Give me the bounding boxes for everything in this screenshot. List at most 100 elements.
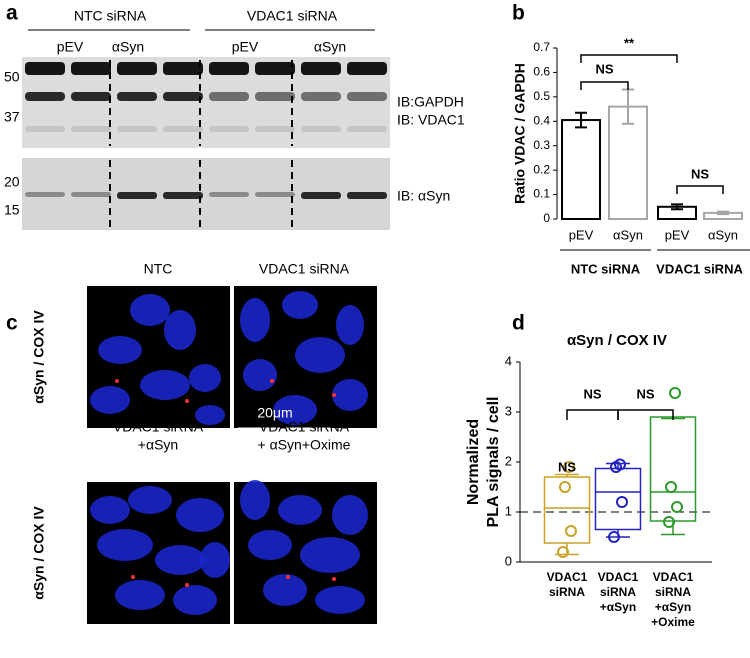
band bbox=[117, 192, 157, 199]
panel-label: a bbox=[6, 2, 18, 25]
pla-dot bbox=[115, 379, 119, 383]
x-tick-label: VDAC1 bbox=[653, 570, 694, 584]
band bbox=[25, 192, 65, 197]
row-label: αSyn / COX IV bbox=[31, 310, 47, 404]
band bbox=[255, 92, 295, 101]
image-title: NTC bbox=[144, 261, 173, 277]
significance-label: ** bbox=[624, 35, 635, 50]
data-point bbox=[557, 546, 569, 558]
pla-dot bbox=[131, 575, 135, 579]
x-tick-label: +αSyn bbox=[600, 600, 636, 614]
x-tick-label: pEV bbox=[569, 227, 594, 242]
significance-label: NS bbox=[558, 459, 576, 474]
nucleus bbox=[130, 294, 170, 326]
data-point bbox=[665, 481, 677, 493]
image-title: VDAC1 siRNA bbox=[259, 261, 350, 277]
nucleus bbox=[115, 580, 165, 610]
y-tick-label: 3 bbox=[505, 403, 512, 418]
band bbox=[71, 92, 111, 101]
nucleus bbox=[240, 298, 270, 342]
band bbox=[255, 192, 295, 197]
x-tick-label: αSyn bbox=[708, 227, 738, 242]
nucleus bbox=[128, 486, 172, 514]
group-label: VDAC1 siRNA bbox=[247, 8, 338, 24]
marker-label: 50 bbox=[4, 69, 20, 85]
band bbox=[25, 126, 65, 132]
y-tick-label: 0.3 bbox=[533, 138, 550, 152]
band bbox=[347, 192, 387, 199]
band bbox=[301, 126, 341, 132]
nucleus bbox=[332, 379, 368, 411]
nucleus bbox=[97, 529, 153, 561]
image-title: VDAC1 siRNA bbox=[259, 419, 350, 435]
x-tick-label: +Oxime bbox=[651, 615, 695, 629]
nucleus bbox=[295, 337, 345, 373]
y-tick-label: 0 bbox=[505, 553, 512, 568]
band bbox=[209, 92, 249, 101]
y-tick-label: 0 bbox=[543, 211, 550, 225]
chart-title: αSyn / COX IV bbox=[567, 332, 667, 349]
significance-label: NS bbox=[583, 386, 601, 401]
significance-bracket bbox=[676, 185, 724, 194]
nucleus bbox=[140, 370, 190, 400]
pla-dot bbox=[332, 393, 336, 397]
band bbox=[301, 62, 341, 75]
pla-dot bbox=[332, 577, 336, 581]
group-label: NTC siRNA bbox=[571, 261, 641, 276]
data-point bbox=[669, 387, 681, 399]
band bbox=[163, 92, 203, 101]
nucleus bbox=[332, 495, 368, 535]
error-bar bbox=[575, 111, 587, 129]
x-tick-label: siRNA bbox=[549, 585, 585, 599]
nucleus bbox=[273, 395, 317, 425]
y-tick-label: 0.7 bbox=[533, 40, 550, 54]
pla-dot bbox=[185, 583, 189, 587]
band bbox=[25, 92, 65, 101]
x-tick-label: VDAC1 bbox=[547, 570, 588, 584]
x-tick-label: siRNA bbox=[655, 585, 691, 599]
lane-label: pEV bbox=[232, 39, 259, 55]
nucleus bbox=[248, 530, 292, 560]
lane-label: αSyn bbox=[314, 39, 346, 55]
antibody-label: IB: VDAC1 bbox=[397, 112, 465, 128]
band bbox=[347, 62, 387, 75]
antibody-label: IB: αSyn bbox=[397, 188, 450, 204]
data-point bbox=[616, 496, 628, 508]
significance-bracket bbox=[580, 54, 678, 63]
band bbox=[71, 192, 111, 197]
band bbox=[117, 62, 157, 75]
x-tick-label: VDAC1 bbox=[598, 570, 639, 584]
whisker bbox=[606, 462, 630, 469]
data-point bbox=[563, 461, 575, 473]
nucleus bbox=[98, 336, 142, 364]
marker-label: 15 bbox=[4, 202, 20, 218]
significance-label: NS bbox=[636, 386, 654, 401]
y-tick-label: 2 bbox=[505, 453, 512, 468]
bar bbox=[561, 119, 601, 220]
row-label: αSyn / COX IV bbox=[31, 506, 47, 600]
image-title: VDAC1 siRNA bbox=[113, 419, 204, 435]
pla-dot bbox=[185, 399, 189, 403]
y-tick-label: 0.2 bbox=[533, 162, 550, 176]
band bbox=[209, 62, 249, 75]
band bbox=[347, 92, 387, 101]
band bbox=[25, 62, 65, 75]
error-bar bbox=[671, 203, 683, 211]
scale-label: 20μm bbox=[257, 405, 292, 421]
band bbox=[71, 126, 111, 132]
panel-label: b bbox=[512, 2, 525, 25]
panel-label: d bbox=[512, 312, 525, 335]
y-tick-label: 4 bbox=[505, 353, 512, 368]
band bbox=[255, 126, 295, 132]
band bbox=[71, 62, 111, 75]
nucleus bbox=[240, 480, 270, 520]
significance-bracket bbox=[566, 409, 619, 420]
band bbox=[163, 62, 203, 75]
image-title: + αSyn+Oxime bbox=[258, 437, 351, 453]
data-point bbox=[671, 501, 683, 513]
y-tick-label: 1 bbox=[505, 503, 512, 518]
band bbox=[209, 126, 249, 132]
nucleus bbox=[336, 305, 364, 345]
nucleus bbox=[164, 310, 196, 350]
